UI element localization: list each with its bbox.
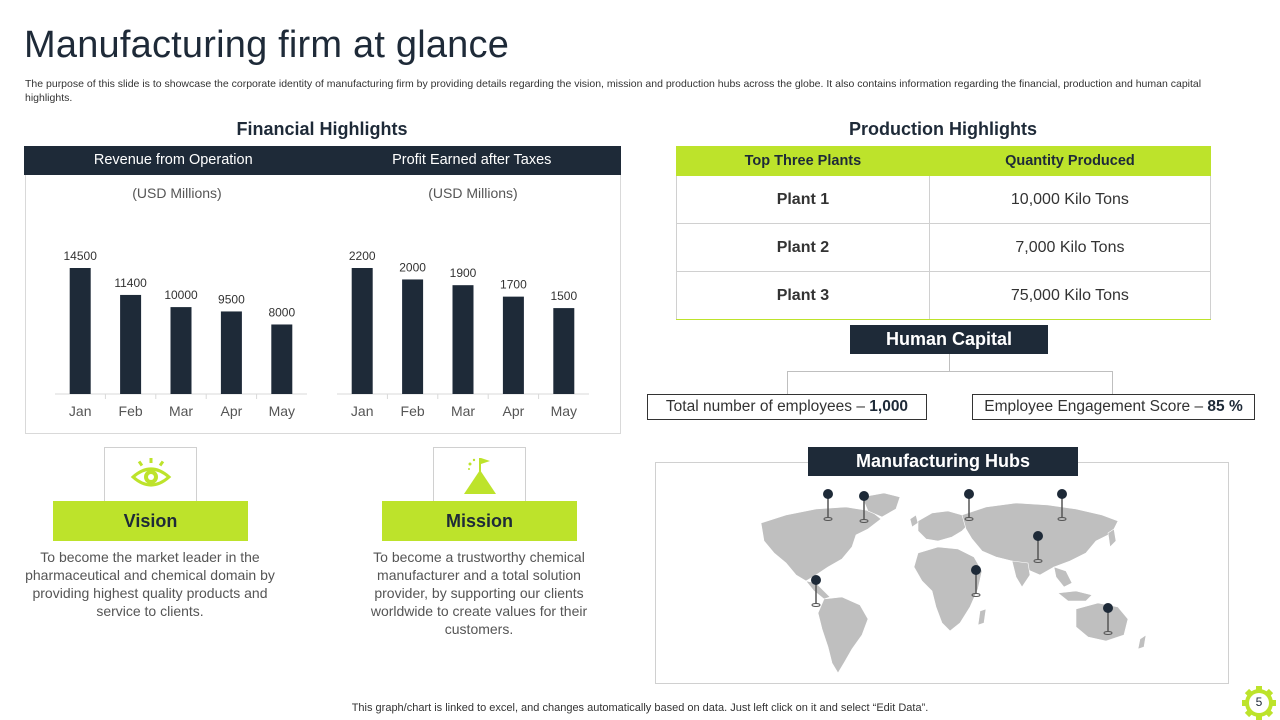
- footer-note: This graph/chart is linked to excel, and…: [351, 702, 929, 714]
- revenue-data-label: 9500: [218, 292, 245, 306]
- manufacturing-hubs-panel: [655, 462, 1229, 684]
- production-highlights-title: Production Highlights: [849, 119, 1037, 139]
- mission-label: Mission: [382, 501, 577, 541]
- table-row: Plant 3 75,000 Kilo Tons: [676, 271, 1212, 320]
- revenue-tick-label: Jan: [69, 403, 92, 419]
- page-number-badge: 5: [1242, 686, 1276, 720]
- profit-data-label: 1900: [450, 266, 477, 280]
- map-pin-icon[interactable]: [823, 489, 833, 521]
- gear-icon: [1242, 686, 1276, 720]
- profit-data-label: 1700: [500, 278, 527, 292]
- revenue-bar-chart[interactable]: 14500 Jan 11400 Feb 10000 Mar 9500 Apr 8000 May: [55, 215, 307, 430]
- employees-value: 1,000: [869, 398, 909, 415]
- eye-icon: [130, 458, 172, 487]
- revenue-bar-may[interactable]: [271, 324, 293, 394]
- plant-name: Plant 3: [676, 271, 930, 320]
- revenue-tick-label: Apr: [221, 403, 243, 419]
- engagement-value: 85 %: [1207, 398, 1243, 415]
- map-pin-icon[interactable]: [1057, 489, 1067, 521]
- financial-header-bar: Revenue from Operation Profit Earned aft…: [24, 146, 621, 175]
- table-row: Plant 1 10,000 Kilo Tons: [676, 175, 1212, 224]
- plant-name: Plant 1: [676, 175, 930, 224]
- employees-label: Total number of employees –: [665, 398, 870, 415]
- profit-data-label: 1500: [550, 289, 577, 303]
- engagement-score-box: Employee Engagement Score – 85 %: [972, 394, 1255, 420]
- connector-line: [949, 354, 950, 371]
- map-pin-icon[interactable]: [1103, 603, 1113, 635]
- revenue-unit: (USD Millions): [132, 185, 222, 201]
- profit-bar-feb[interactable]: [402, 279, 424, 394]
- profit-unit: (USD Millions): [428, 185, 518, 201]
- financial-highlights-title: Financial Highlights: [236, 119, 408, 139]
- slide-title: Manufacturing firm at glance: [24, 24, 510, 66]
- mission-text: To become a trustworthy chemical manufac…: [370, 549, 588, 637]
- profit-data-label: 2000: [399, 260, 426, 274]
- vision-icon-frame: [104, 447, 197, 501]
- revenue-tick-label: Feb: [119, 403, 143, 419]
- profit-bar-chart[interactable]: 2200 Jan 2000 Feb 1900 Mar 1700 Apr 1500 May: [337, 215, 589, 430]
- profit-tick-label: Mar: [451, 403, 475, 419]
- page-number: 5: [1255, 695, 1263, 709]
- plant-quantity: 75,000 Kilo Tons: [928, 271, 1212, 320]
- profit-tick-label: Jan: [351, 403, 374, 419]
- world-map: [760, 492, 1147, 674]
- revenue-header: Revenue from Operation: [93, 152, 253, 168]
- engagement-label: Employee Engagement Score –: [984, 398, 1208, 415]
- revenue-bar-mar[interactable]: [170, 307, 192, 394]
- revenue-bar-apr[interactable]: [220, 311, 242, 394]
- connector-line: [787, 371, 788, 394]
- map-pin-icon[interactable]: [859, 491, 869, 523]
- profit-bar-mar[interactable]: [452, 285, 474, 394]
- revenue-bar-jan[interactable]: [69, 268, 91, 394]
- slide-description: The purpose of this slide is to showcase…: [25, 78, 1202, 104]
- connector-line: [787, 371, 1113, 372]
- profit-tick-label: May: [551, 403, 577, 419]
- connector-line: [1112, 371, 1113, 394]
- map-pin-icon[interactable]: [1033, 531, 1043, 563]
- profit-bar-apr[interactable]: [502, 296, 524, 394]
- revenue-data-label: 14500: [64, 249, 98, 263]
- manufacturing-hubs-title: Manufacturing Hubs: [808, 447, 1078, 476]
- table-row: Plant 2 7,000 Kilo Tons: [676, 223, 1212, 272]
- production-table: Top Three Plants Quantity Produced Plant…: [676, 146, 1212, 320]
- revenue-data-label: 10000: [164, 288, 198, 302]
- revenue-tick-label: May: [269, 403, 295, 419]
- table-header-quantity: Quantity Produced: [928, 146, 1212, 176]
- revenue-tick-label: Mar: [169, 403, 193, 419]
- mission-icon-frame: [433, 447, 526, 501]
- map-pin-icon[interactable]: [964, 489, 974, 521]
- profit-header: Profit Earned after Taxes: [392, 152, 552, 168]
- mountain-flag-icon: [464, 458, 496, 494]
- revenue-data-label: 8000: [268, 305, 295, 319]
- employees-count-box: Total number of employees – 1,000: [647, 394, 927, 420]
- plant-quantity: 10,000 Kilo Tons: [928, 175, 1212, 224]
- vision-label: Vision: [53, 501, 248, 541]
- profit-bar-jan[interactable]: [351, 268, 373, 394]
- map-pin-icon[interactable]: [811, 575, 821, 607]
- revenue-bar-feb[interactable]: [120, 294, 142, 394]
- human-capital-title: Human Capital: [850, 325, 1048, 354]
- profit-tick-label: Feb: [401, 403, 425, 419]
- profit-bar-may[interactable]: [553, 308, 575, 394]
- profit-tick-label: Apr: [503, 403, 525, 419]
- profit-data-label: 2200: [349, 249, 376, 263]
- plant-name: Plant 2: [676, 223, 930, 272]
- map-pin-icon[interactable]: [971, 565, 981, 597]
- financial-chart-panel: [25, 175, 621, 434]
- revenue-data-label: 11400: [114, 276, 147, 290]
- vision-text: To become the market leader in the pharm…: [25, 549, 275, 619]
